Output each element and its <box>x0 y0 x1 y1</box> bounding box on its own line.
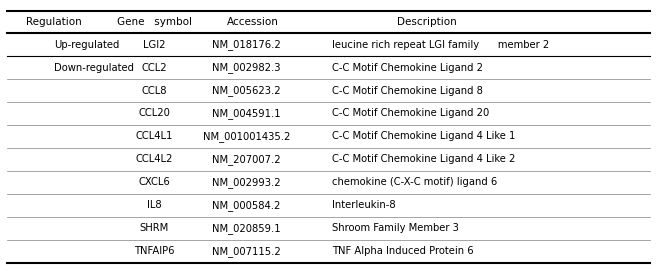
Text: NM_000584.2: NM_000584.2 <box>212 200 281 211</box>
Text: Shroom Family Member 3: Shroom Family Member 3 <box>332 223 459 233</box>
Text: NM_002982.3: NM_002982.3 <box>212 62 281 73</box>
Text: CCL2: CCL2 <box>141 63 168 73</box>
Text: C-C Motif Chemokine Ligand 8: C-C Motif Chemokine Ligand 8 <box>332 86 483 95</box>
Text: NM_018176.2: NM_018176.2 <box>212 39 281 50</box>
Text: NM_001001435.2: NM_001001435.2 <box>203 131 290 142</box>
Text: CCL4L1: CCL4L1 <box>136 131 173 141</box>
Text: NM_004591.1: NM_004591.1 <box>212 108 281 119</box>
Text: Description: Description <box>397 17 457 27</box>
Text: IL8: IL8 <box>147 201 162 210</box>
Text: LGI2: LGI2 <box>143 40 166 50</box>
Text: Accession: Accession <box>227 17 279 27</box>
Text: C-C Motif Chemokine Ligand 4 Like 2: C-C Motif Chemokine Ligand 4 Like 2 <box>332 154 515 164</box>
Text: Down-regulated: Down-regulated <box>54 63 134 73</box>
Text: NM_002993.2: NM_002993.2 <box>212 177 281 188</box>
Text: Gene   symbol: Gene symbol <box>117 17 192 27</box>
Text: NM_020859.1: NM_020859.1 <box>212 223 281 234</box>
Text: CXCL6: CXCL6 <box>139 178 170 188</box>
Text: C-C Motif Chemokine Ligand 4 Like 1: C-C Motif Chemokine Ligand 4 Like 1 <box>332 131 515 141</box>
Text: chemokine (C-X-C motif) ligand 6: chemokine (C-X-C motif) ligand 6 <box>332 178 497 188</box>
Text: Interleukin-8: Interleukin-8 <box>332 201 396 210</box>
Text: NM_207007.2: NM_207007.2 <box>212 154 281 165</box>
Text: NM_005623.2: NM_005623.2 <box>212 85 281 96</box>
Text: leucine rich repeat LGI family      member 2: leucine rich repeat LGI family member 2 <box>332 40 549 50</box>
Text: C-C Motif Chemokine Ligand 20: C-C Motif Chemokine Ligand 20 <box>332 108 489 118</box>
Text: TNF Alpha Induced Protein 6: TNF Alpha Induced Protein 6 <box>332 246 474 256</box>
Text: Up-regulated: Up-regulated <box>54 40 120 50</box>
Text: SHRM: SHRM <box>140 223 169 233</box>
Text: C-C Motif Chemokine Ligand 2: C-C Motif Chemokine Ligand 2 <box>332 63 483 73</box>
Text: CCL4L2: CCL4L2 <box>136 154 173 164</box>
Text: TNFAIP6: TNFAIP6 <box>134 246 175 256</box>
Text: CCL20: CCL20 <box>139 108 170 118</box>
Text: CCL8: CCL8 <box>142 86 167 95</box>
Text: NM_007115.2: NM_007115.2 <box>212 246 281 257</box>
Text: Regulation: Regulation <box>26 17 81 27</box>
